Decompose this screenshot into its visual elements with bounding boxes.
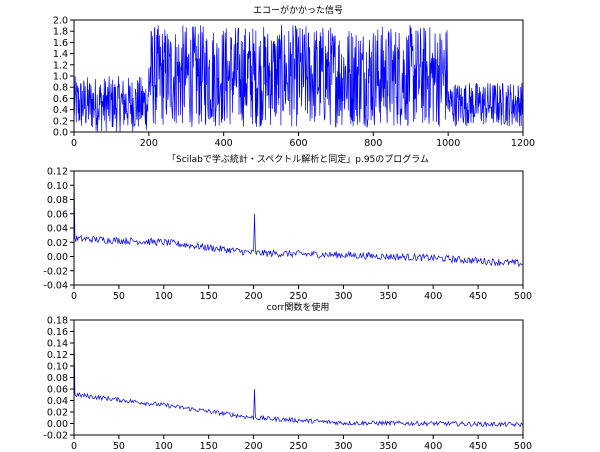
x-tick-label: 500 xyxy=(514,291,532,302)
x-tick-label: 200 xyxy=(245,291,263,302)
y-tick-label: 0.2 xyxy=(53,116,68,127)
x-tick-label: 50 xyxy=(113,441,125,452)
x-tick-label: 150 xyxy=(200,441,218,452)
subplot-title: corr関数を使用 xyxy=(267,301,330,313)
y-tick-label: -0.04 xyxy=(43,281,68,292)
y-tick-label: -0.02 xyxy=(43,266,68,277)
y-tick-label: 1.0 xyxy=(53,72,68,83)
y-tick-label: 0.04 xyxy=(47,224,68,235)
y-tick-label: 2.0 xyxy=(53,16,68,27)
x-tick-label: 1000 xyxy=(436,138,460,149)
x-tick-label: 0 xyxy=(71,291,77,302)
subplot-title: エコーがかかった信号 xyxy=(253,4,343,16)
y-tick-label: 0.18 xyxy=(47,316,68,327)
x-tick-label: 0 xyxy=(71,441,77,452)
y-tick-label: 0.02 xyxy=(47,408,68,419)
x-tick-label: 350 xyxy=(379,441,397,452)
x-tick-label: 400 xyxy=(215,138,233,149)
x-tick-label: 300 xyxy=(334,291,352,302)
x-tick-label: 150 xyxy=(200,291,218,302)
x-tick-label: 250 xyxy=(289,291,307,302)
y-tick-label: 0.6 xyxy=(53,94,68,105)
y-tick-label: 0.10 xyxy=(47,362,68,373)
x-tick-label: 800 xyxy=(364,138,382,149)
y-tick-label: 1.8 xyxy=(53,27,68,38)
x-tick-label: 250 xyxy=(289,441,307,452)
subplot-corr-function: corr関数を使用 0 50 100 150 200 250 300 350 400 450 500… xyxy=(43,301,532,452)
y-tick-label: 0.08 xyxy=(47,195,68,206)
subplot-echo-signal: エコーがかかった信号 0 200 400 600 800 1000 12000.00.20.… xyxy=(53,4,535,149)
y-tick-label: 0.10 xyxy=(47,181,68,192)
x-tick-label: 100 xyxy=(155,291,173,302)
y-tick-label: 0.8 xyxy=(53,83,68,94)
plot-frame xyxy=(73,170,524,286)
x-tick-label: 500 xyxy=(514,441,532,452)
y-tick-label: 0.0 xyxy=(53,128,68,139)
x-tick-label: 50 xyxy=(113,291,125,302)
x-tick-label: 1200 xyxy=(511,138,535,149)
y-tick-label: 0.06 xyxy=(47,385,68,396)
y-tick-label: 0.14 xyxy=(47,339,68,350)
x-tick-label: 100 xyxy=(155,441,173,452)
x-tick-label: 400 xyxy=(424,291,442,302)
y-tick-label: 0.00 xyxy=(47,419,68,430)
subplot-textbook-correlation: 「Scilabで学ぶ統計・スペクトル解析と同定」p.95のプログラム 0 50 10… xyxy=(43,153,532,302)
y-tick-label: 0.02 xyxy=(47,238,68,249)
x-tick-label: 200 xyxy=(140,138,158,149)
y-tick-label: -0.02 xyxy=(43,431,68,442)
series-line xyxy=(73,319,524,428)
y-tick-label: 1.6 xyxy=(53,38,68,49)
x-tick-label: 350 xyxy=(379,291,397,302)
x-tick-label: 600 xyxy=(289,138,307,149)
y-tick-label: 1.4 xyxy=(53,49,68,60)
series-line xyxy=(73,170,524,267)
y-tick-label: 0.06 xyxy=(47,209,68,220)
y-tick-label: 0.16 xyxy=(47,327,68,338)
y-tick-label: 0.08 xyxy=(47,373,68,384)
subplot-title: 「Scilabで学ぶ統計・スペクトル解析と同定」p.95のプログラム xyxy=(167,153,429,165)
plot-frame xyxy=(73,319,524,436)
x-tick-label: 450 xyxy=(469,291,487,302)
y-tick-label: 1.2 xyxy=(53,60,68,71)
x-tick-label: 450 xyxy=(469,441,487,452)
x-tick-label: 400 xyxy=(424,441,442,452)
y-tick-label: 0.4 xyxy=(53,105,68,116)
series-line xyxy=(73,24,523,132)
y-tick-label: 0.04 xyxy=(47,396,68,407)
y-tick-label: 0.00 xyxy=(47,252,68,263)
x-tick-label: 300 xyxy=(334,441,352,452)
x-tick-label: 200 xyxy=(245,441,263,452)
y-tick-label: 0.12 xyxy=(47,350,68,361)
x-tick-label: 0 xyxy=(71,138,77,149)
y-tick-label: 0.12 xyxy=(47,167,68,178)
